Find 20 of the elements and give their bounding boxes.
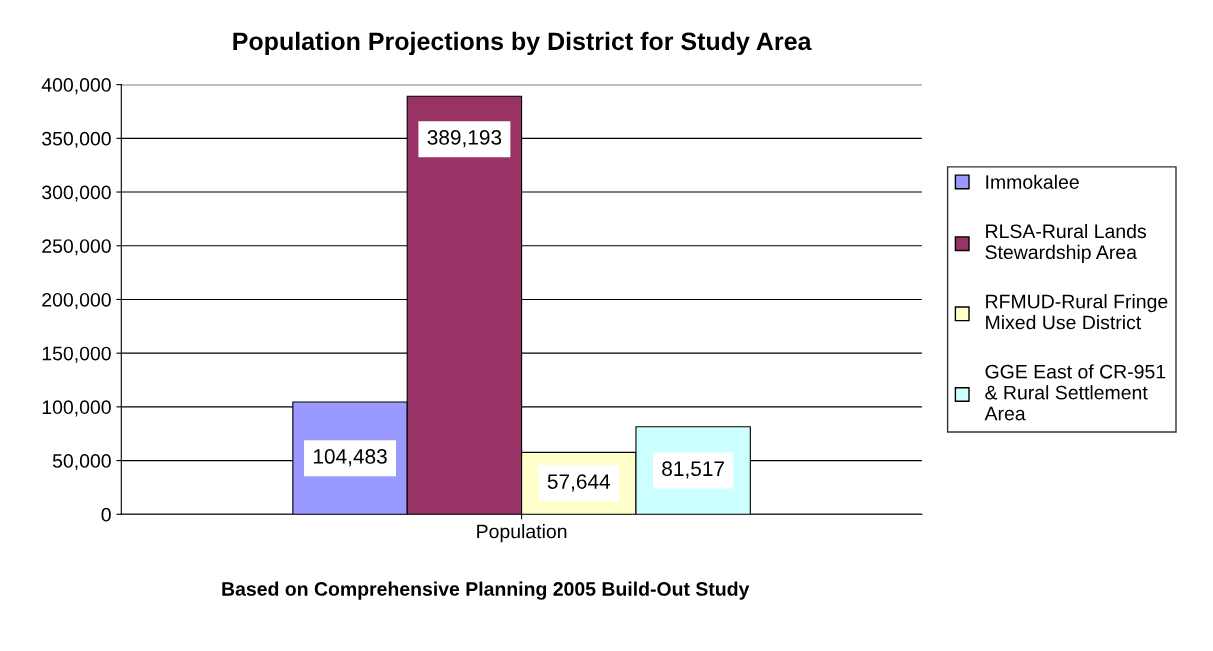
data-label: 104,483 <box>313 449 387 467</box>
y-tick-label: 350,000 <box>42 131 111 148</box>
y-tick-label: 100,000 <box>42 400 111 417</box>
y-tick-label: 400,000 <box>41 78 111 95</box>
legend-label: RLSA-Rural Lands Stewardship Area <box>985 223 1146 263</box>
y-tick-label: 200,000 <box>42 292 111 309</box>
legend-label: Immokalee <box>986 174 1079 189</box>
data-label: 81,517 <box>662 461 724 479</box>
y-tick-label: 150,000 <box>42 346 111 363</box>
x-tick-label: Population <box>477 524 567 543</box>
y-tick-label: 50,000 <box>52 454 111 471</box>
data-label: 389,193 <box>427 130 502 148</box>
legend-label: RFMUD-Rural Fringe Mixed Use District <box>986 294 1168 330</box>
y-tick-label: 300,000 <box>42 185 111 202</box>
data-label: 57,644 <box>547 474 611 492</box>
legend-label: GGE East of CR-951 & Rural Settlement Area <box>984 364 1166 421</box>
chart-title: Population Projections by District for Study Area <box>233 31 812 56</box>
y-tick-label: 0 <box>101 507 111 522</box>
y-tick-label: 250,000 <box>42 239 111 256</box>
text: Based on Comprehensive Planning 2005 Build-Out Study <box>222 581 750 600</box>
